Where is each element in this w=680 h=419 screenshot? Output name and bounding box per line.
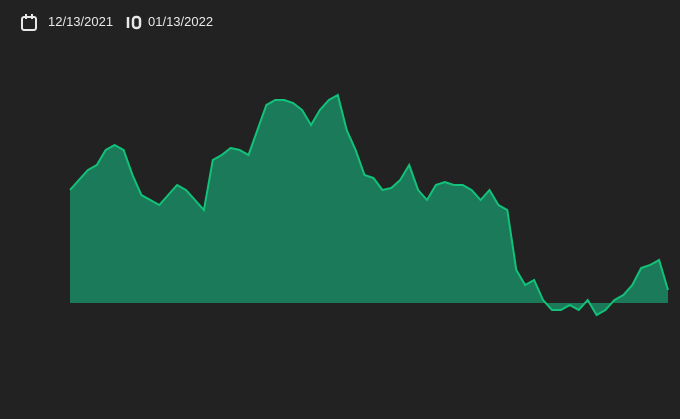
start-date[interactable]: 12/13/2021 (48, 14, 114, 29)
end-date[interactable]: 01/13/2022 (148, 14, 214, 29)
area (70, 95, 668, 315)
calendar-icon[interactable] (20, 13, 40, 33)
range-icon (126, 15, 142, 30)
line (69, 93, 669, 317)
